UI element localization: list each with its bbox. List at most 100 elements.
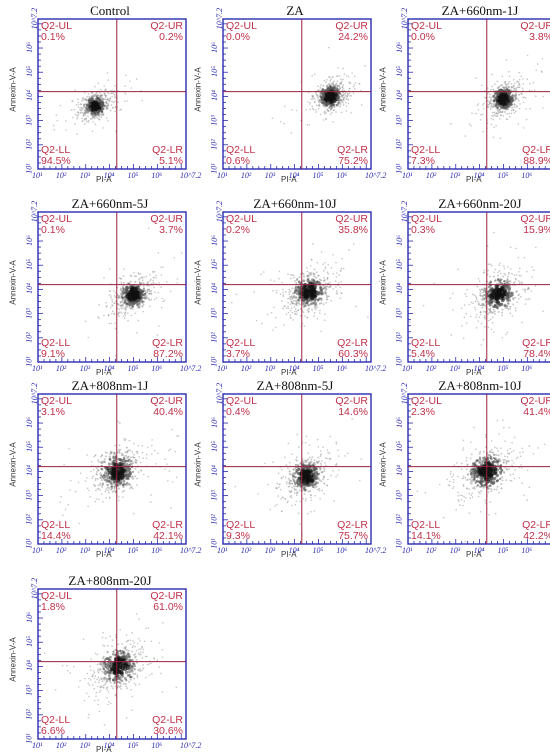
x-tick-label: 10³ [450,171,460,180]
event-dot [505,460,507,462]
event-dot [512,473,514,475]
event-dot [136,78,138,80]
event-dot [515,110,517,112]
event-dot [95,97,98,100]
event-dot [280,293,282,295]
event-dot [303,311,305,313]
event-dot [105,302,107,304]
event-dot [511,451,513,453]
event-dot [324,483,326,485]
event-dot [76,118,78,120]
event-dot [472,293,474,295]
quadrant-percent: 5.4% [411,349,440,360]
event-dot [307,317,309,319]
event-dot [481,460,484,463]
event-dot [353,86,355,88]
quadrant-percent: 94.5% [41,156,71,167]
quadrant-percent: 87.2% [152,349,183,360]
quadrant-percent: 24.2% [335,32,368,43]
quadrant-percent: 75.7% [337,531,368,542]
event-dot [138,303,140,305]
event-dot [493,114,495,116]
event-dot [74,123,76,125]
event-dot [119,277,121,279]
event-dot [123,464,126,467]
event-dot [292,312,294,314]
event-dot [114,96,116,98]
event-dot [515,98,517,100]
y-tick-label: 10⁵ [395,66,404,77]
event-dot [135,684,137,686]
event-dot [501,487,503,489]
event-dot [121,304,123,306]
event-dot [492,312,494,314]
x-tick-label: 10² [241,546,251,555]
event-dot [487,462,491,466]
event-dot [291,483,293,485]
event-dot [476,480,479,483]
event-dot [342,79,344,81]
event-dot [508,97,511,100]
quadrant-percent: 0.0% [411,32,442,43]
event-dot [138,618,140,620]
event-dot [290,491,292,493]
event-dot [134,646,136,648]
event-dot [144,641,146,643]
event-dot [308,307,310,309]
event-dot [112,651,114,653]
event-dot [103,687,105,689]
event-dot [324,313,326,315]
event-dot [121,312,123,314]
event-dot [492,112,494,114]
event-dot [282,282,284,284]
event-dot [138,320,140,322]
event-dot [131,665,134,668]
event-dot [351,72,353,74]
event-dot [293,485,295,487]
event-dot [305,498,307,500]
event-dot [119,449,121,451]
event-dot [108,462,111,465]
event-dot [124,451,126,453]
event-dot [108,315,110,317]
event-dot [339,99,341,101]
event-dot [276,290,278,292]
event-dot [128,681,130,683]
event-dot [100,116,102,118]
event-dot [512,303,514,305]
event-dot [128,456,130,458]
event-dot [111,299,113,301]
event-dot [499,102,503,106]
event-dot [314,98,316,100]
event-dot [542,310,544,312]
event-dot [324,106,326,108]
event-dot [313,302,316,305]
event-dot [132,471,134,473]
event-dot [141,277,143,279]
event-dot [314,462,316,464]
event-dot [340,270,342,272]
event-dot [479,453,481,455]
event-dot [324,462,326,464]
event-dot [125,455,127,457]
event-dot [276,488,278,490]
event-dot [117,476,121,480]
event-dot [101,671,103,673]
event-dot [490,481,493,484]
event-dot [143,474,145,476]
event-dot [521,482,523,484]
event-dot [164,459,166,461]
event-dot [480,295,482,297]
event-dot [516,301,518,303]
event-dot [131,632,133,634]
x-tick-label: 10⁴ [474,171,485,180]
event-dot [319,488,321,490]
event-dot [443,517,445,519]
quadrant-percent: 2.3% [411,407,442,418]
event-dot [96,488,98,490]
